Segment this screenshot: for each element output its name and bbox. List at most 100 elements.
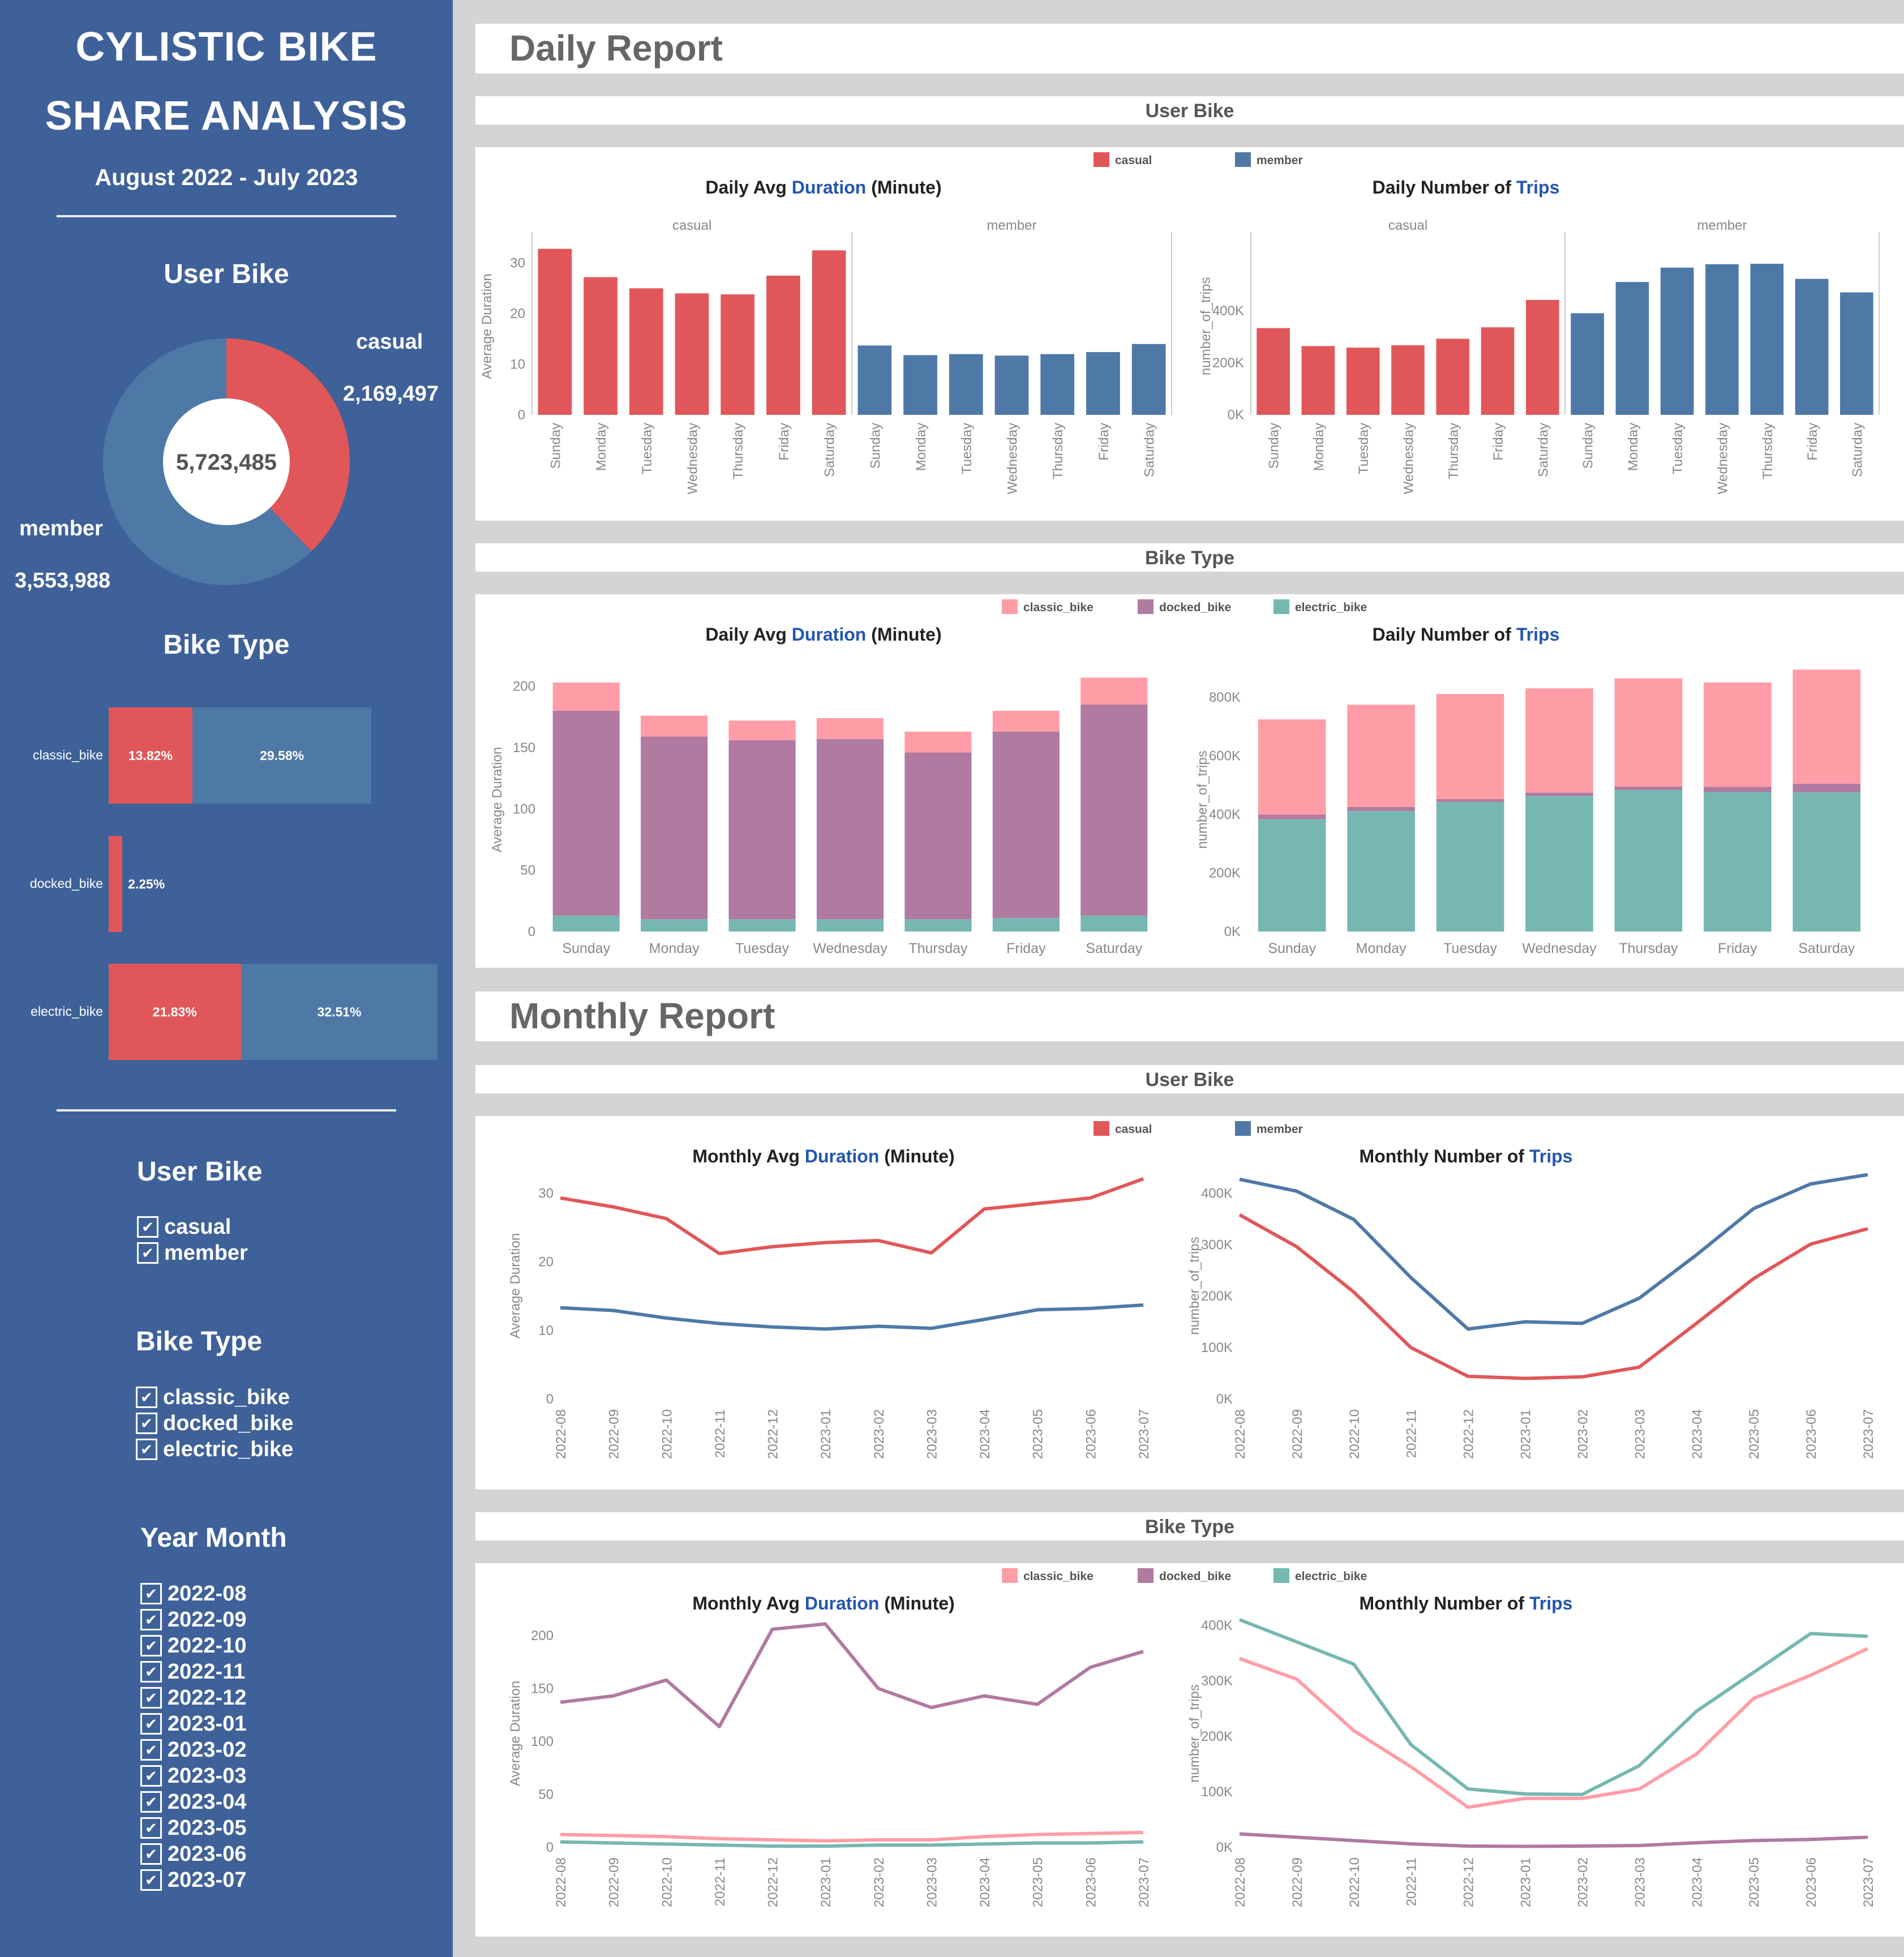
filter-year-month-option-2023-07[interactable]: ✔ 2023-07 [140, 1867, 246, 1893]
checkbox-checked-icon[interactable]: ✔ [137, 1242, 158, 1264]
bar-member-thursday [1040, 354, 1075, 415]
legend-swatch-casual [1093, 1121, 1109, 1136]
filter-bike-type-option-docked_bike[interactable]: ✔ docked_bike [136, 1410, 293, 1436]
bar-member-friday [1795, 278, 1829, 415]
bar-classic_bike-friday [992, 710, 1060, 732]
bar-docked_bike-friday [992, 731, 1060, 919]
bar-casual-saturday [1526, 300, 1559, 415]
filter-option-label: 2022-10 [168, 1633, 247, 1658]
x-tick-label: 2023-05 [1747, 1857, 1762, 1907]
x-tick-label: 2023-04 [1689, 1857, 1705, 1907]
x-tick-label: Sunday [562, 941, 610, 956]
x-tick-label: 2023-07 [1137, 1409, 1152, 1459]
donut-slice-casual [226, 338, 350, 552]
filter-year-month-option-2022-12[interactable]: ✔ 2022-12 [140, 1685, 246, 1711]
bar-electric_bike-saturday [1080, 915, 1148, 932]
checkbox-checked-icon[interactable]: ✔ [140, 1869, 162, 1891]
bar-docked_bike-monday [641, 736, 708, 920]
filter-year-month-option-2023-06[interactable]: ✔ 2023-06 [140, 1841, 246, 1867]
y-tick-label: 400K [1201, 1186, 1233, 1201]
checkbox-checked-icon[interactable]: ✔ [136, 1387, 157, 1408]
x-tick-label: Friday [1491, 423, 1506, 461]
checkbox-checked-icon[interactable]: ✔ [140, 1843, 162, 1865]
bar-classic_bike-thursday [904, 731, 972, 753]
checkbox-checked-icon[interactable]: ✔ [137, 1216, 158, 1238]
filter-year-month-option-2022-11[interactable]: ✔ 2022-11 [140, 1659, 245, 1685]
filter-option-label: casual [164, 1214, 231, 1239]
x-tick-label: Thursday [908, 941, 968, 956]
sidebar: CYLISTIC BIKE SHARE ANALYSIS August 2022… [0, 0, 453, 1957]
filter-year-month-option-2023-01[interactable]: ✔ 2023-01 [140, 1711, 246, 1737]
daily-bike-duration-chart: Daily Avg Duration (Minute) Average Durat… [490, 624, 1148, 956]
x-tick-label: Wednesday [1005, 423, 1020, 494]
x-tick-label: 2023-01 [818, 1409, 834, 1459]
x-tick-label: Saturday [1798, 941, 1855, 956]
checkbox-checked-icon[interactable]: ✔ [140, 1791, 162, 1813]
x-tick-label: 2022-10 [1347, 1409, 1362, 1459]
filter-bike-type-option-classic_bike[interactable]: ✔ classic_bike [136, 1384, 290, 1410]
checkbox-checked-icon[interactable]: ✔ [140, 1687, 162, 1709]
filter-year-month-option-2022-09[interactable]: ✔ 2022-09 [140, 1607, 246, 1633]
x-tick-label: 2023-05 [1031, 1857, 1046, 1907]
checkbox-checked-icon[interactable]: ✔ [140, 1583, 162, 1604]
bike-type-bar-member: 32.51% [241, 964, 438, 1060]
donut-member-value: 3,553,988 [15, 569, 111, 593]
filter-bike-type-option-electric_bike[interactable]: ✔ electric_bike [136, 1436, 293, 1462]
x-tick-label: 2023-07 [1861, 1409, 1876, 1459]
x-tick-label: Saturday [1142, 423, 1157, 477]
x-tick-label: 2022-09 [1290, 1409, 1305, 1459]
daily-user-trips-chart: Daily Number of Trips number_of_trips 0K 20… [1198, 177, 1880, 494]
bar-member-saturday [1840, 292, 1873, 415]
bar-electric_bike-saturday [1792, 792, 1861, 932]
checkbox-checked-icon[interactable]: ✔ [136, 1413, 157, 1434]
monthly-user-bike-section-title: User Bike [1145, 1069, 1234, 1091]
sidebar-divider-2 [57, 1109, 396, 1111]
x-tick-label: 2022-12 [1461, 1409, 1477, 1459]
checkbox-checked-icon[interactable]: ✔ [140, 1661, 162, 1683]
y-tick-label: 200K [1201, 1289, 1233, 1304]
bike-type-bar-casual-value: 21.83% [152, 1004, 197, 1019]
bar-electric_bike-friday [992, 918, 1060, 932]
bar-classic_bike-friday [1704, 682, 1772, 787]
monthly-user-duration-chart: Monthly Avg Duration (Minute) Average Dur… [508, 1146, 1152, 1459]
x-tick-label: 2023-05 [1031, 1409, 1046, 1459]
checkbox-checked-icon[interactable]: ✔ [140, 1713, 162, 1735]
bike-type-bar-casual: 13.82% [109, 707, 192, 804]
filter-user-bike-option-casual[interactable]: ✔ casual [137, 1214, 231, 1240]
filter-year-month-option-2022-10[interactable]: ✔ 2022-10 [140, 1633, 246, 1659]
filter-option-label: 2022-11 [168, 1659, 246, 1684]
checkbox-checked-icon[interactable]: ✔ [140, 1817, 162, 1839]
bar-electric_bike-sunday [552, 915, 620, 932]
checkbox-checked-icon[interactable]: ✔ [140, 1609, 162, 1630]
checkbox-checked-icon[interactable]: ✔ [140, 1635, 162, 1656]
bar-casual-monday [1301, 346, 1335, 415]
x-tick-label: 2023-02 [872, 1409, 887, 1459]
user-bike-donut-chart: 5,723,485 [102, 338, 350, 585]
x-tick-label: Tuesday [1670, 423, 1686, 474]
bar-classic_bike-monday [641, 715, 708, 737]
donut-casual-value: 2,169,497 [343, 382, 439, 406]
filter-option-label: 2023-06 [168, 1842, 247, 1866]
y-axis-label: number_of_trips [1198, 277, 1213, 375]
bar-casual-saturday [812, 250, 846, 415]
filter-year-month-option-2023-02[interactable]: ✔ 2023-02 [140, 1737, 246, 1763]
bar-electric_bike-sunday [1258, 819, 1326, 932]
sidebar-divider [57, 215, 396, 217]
x-tick-label: 2022-11 [713, 1409, 728, 1458]
y-axis-label: number_of_trips [1189, 1237, 1202, 1334]
filter-year-month-option-2023-05[interactable]: ✔ 2023-05 [140, 1815, 246, 1841]
filter-year-month-option-2023-03[interactable]: ✔ 2023-03 [140, 1763, 246, 1789]
filter-option-label: 2022-09 [168, 1607, 247, 1632]
filter-year-month-option-2022-08[interactable]: ✔ 2022-08 [140, 1581, 246, 1607]
bike-type-bar-label: electric_bike [31, 1004, 103, 1019]
filter-user-bike-option-member[interactable]: ✔ member [137, 1240, 248, 1266]
x-tick-label: Sunday [1581, 423, 1596, 469]
filter-year-month-option-2023-04[interactable]: ✔ 2023-04 [140, 1789, 246, 1815]
checkbox-checked-icon[interactable]: ✔ [140, 1765, 162, 1787]
facet-header-casual: casual [672, 218, 711, 233]
monthly-bike-trips-chart: Monthly Number of Trips number_of_trips 0K… [1189, 1593, 1876, 1907]
x-tick-label: 2023-06 [1804, 1857, 1819, 1907]
checkbox-checked-icon[interactable]: ✔ [140, 1739, 162, 1761]
checkbox-checked-icon[interactable]: ✔ [136, 1439, 157, 1460]
legend-daily-user: casual member [1093, 152, 1303, 167]
